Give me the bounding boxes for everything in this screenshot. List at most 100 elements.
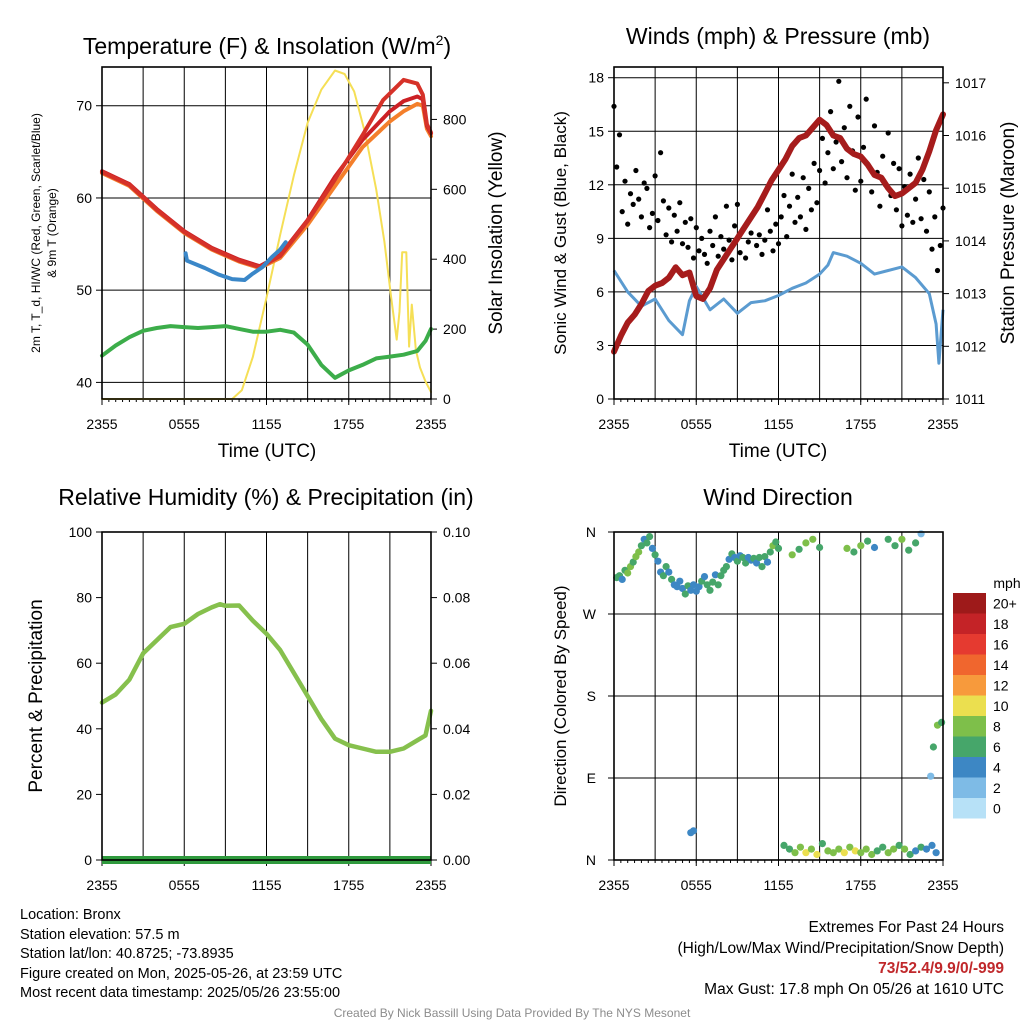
direction-point <box>843 544 851 553</box>
direction-point <box>689 827 698 835</box>
direction-point <box>706 586 714 594</box>
gust-point <box>869 189 875 195</box>
direction-point <box>695 583 703 591</box>
gust-point <box>915 155 921 161</box>
gust-point <box>658 150 664 156</box>
y-tick-label-right: 200 <box>443 321 467 337</box>
x-tick-label: 2355 <box>598 416 629 432</box>
y-tick-label-right: 1013 <box>955 286 986 302</box>
y-tick-label: S <box>587 688 596 704</box>
gust-point <box>786 203 793 209</box>
direction-point <box>906 850 914 859</box>
y-axis-label-line2: & 9m T (Orange) <box>45 188 59 278</box>
legend-title: mph <box>993 575 1020 591</box>
x-axis-label: Time (UTC) <box>729 441 828 462</box>
gust-point <box>929 246 935 252</box>
gust-point <box>677 200 683 206</box>
gust-point <box>712 214 719 220</box>
gust-point <box>899 223 905 229</box>
direction-point <box>717 572 725 580</box>
y-tick-label: 40 <box>76 374 92 390</box>
gust-point <box>926 189 932 195</box>
series-line-heat_index <box>100 77 433 270</box>
x-tick-label: 0555 <box>681 416 712 432</box>
y-tick-label-right: 1014 <box>955 233 986 249</box>
series-line-dewpoint <box>100 324 433 380</box>
gust-point <box>710 242 716 249</box>
gust-point <box>625 221 631 227</box>
legend-label: 20+ <box>993 595 1017 611</box>
gust-point <box>644 185 650 191</box>
gust-point <box>627 191 634 197</box>
x-tick-label: 1155 <box>251 877 281 893</box>
gust-point <box>732 223 738 229</box>
gust-point <box>863 96 869 102</box>
legend-swatch <box>953 757 986 778</box>
extremes-title: Extremes For Past 24 Hours <box>808 919 1004 936</box>
gust-point <box>718 234 724 240</box>
direction-point <box>703 581 711 589</box>
gust-point <box>797 214 804 220</box>
gust-point <box>852 187 858 193</box>
y-tick-label: E <box>587 770 596 786</box>
y-tick-label-right: 1011 <box>955 391 985 407</box>
legend-swatch <box>953 736 986 757</box>
gust-point <box>907 171 913 177</box>
direction-point <box>668 575 676 584</box>
direction-point <box>676 577 684 585</box>
direction-point <box>835 845 843 853</box>
gust-point <box>770 248 776 254</box>
direction-point <box>646 533 654 541</box>
y-tick-label: 12 <box>588 177 604 193</box>
gust-point <box>896 166 902 172</box>
y-tick-label-right: 0.06 <box>443 655 470 671</box>
direction-point <box>829 849 837 857</box>
direction-point <box>895 841 903 850</box>
direction-point <box>711 571 720 579</box>
direction-point <box>857 542 865 550</box>
extremes-info: Extremes For Past 24 Hours (High/Low/Max… <box>678 918 1005 1000</box>
gust-point <box>655 217 661 224</box>
x-tick-label: 2355 <box>927 416 958 432</box>
y-axis-label-right: Solar Insolation (Yellow) <box>486 131 507 334</box>
direction-point <box>788 551 796 559</box>
direction-point <box>850 548 858 556</box>
gust-point <box>773 221 779 227</box>
gust-point <box>737 250 743 256</box>
direction-point <box>932 849 940 857</box>
gust-point <box>707 228 713 234</box>
gust-point <box>759 251 765 257</box>
gust-point <box>682 219 688 225</box>
gust-point <box>877 203 883 209</box>
y-tick-label-right: 0.08 <box>443 590 470 606</box>
x-tick-label: 0555 <box>169 416 200 432</box>
x-tick-label: 0555 <box>169 877 200 893</box>
direction-point <box>687 586 695 594</box>
x-tick-label: 2355 <box>598 877 629 893</box>
direction-point <box>898 535 906 543</box>
gust-point <box>847 103 853 109</box>
gust-point <box>729 257 735 263</box>
gust-point <box>764 207 771 213</box>
legend-swatch <box>953 593 986 614</box>
direction-point <box>807 845 816 853</box>
y-axis-label-right: Station Pressure (Maroon) <box>998 122 1019 345</box>
y-tick-label: 9 <box>596 230 604 246</box>
direction-point <box>917 843 925 851</box>
gust-point <box>893 207 900 213</box>
gust-point <box>699 235 705 241</box>
direction-point <box>643 539 651 547</box>
x-tick-label: 1155 <box>763 877 793 893</box>
gust-point <box>833 139 839 145</box>
direction-point <box>879 843 887 851</box>
direction-point <box>774 544 783 553</box>
gust-point <box>754 242 760 249</box>
y-tick-label-right: 0.04 <box>443 721 470 737</box>
x-tick-label: 2355 <box>927 877 958 893</box>
gust-point <box>743 255 749 261</box>
gust-point <box>880 153 886 159</box>
gust-point <box>841 125 847 131</box>
y-tick-label: 50 <box>76 282 92 298</box>
x-tick-label: 1755 <box>333 877 364 893</box>
